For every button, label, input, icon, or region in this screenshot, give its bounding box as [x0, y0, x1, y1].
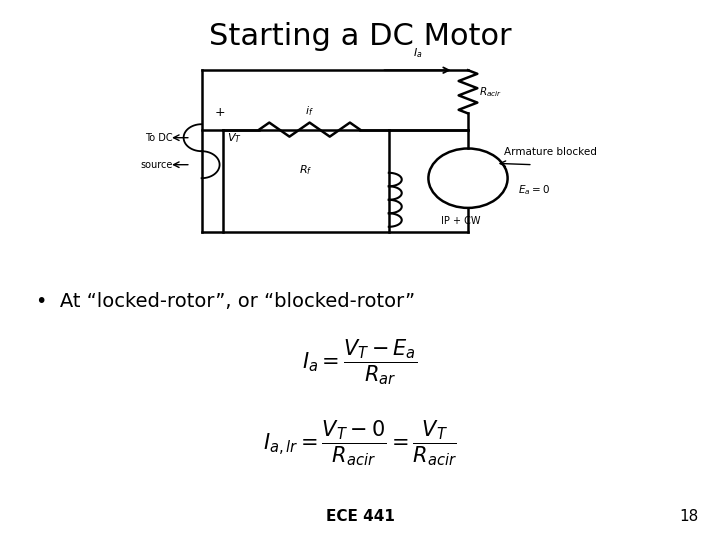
Text: ECE 441: ECE 441 — [325, 509, 395, 524]
Text: To DC: To DC — [145, 133, 173, 143]
Text: $R_f$: $R_f$ — [300, 163, 312, 177]
Text: $I_{a,lr} = \dfrac{V_T - 0}{R_{acir}} = \dfrac{V_T}{R_{acir}}$: $I_{a,lr} = \dfrac{V_T - 0}{R_{acir}} = … — [263, 418, 457, 468]
Text: $V_T$: $V_T$ — [227, 131, 242, 145]
Text: Armature blocked: Armature blocked — [504, 146, 597, 157]
Text: IP + CW: IP + CW — [441, 216, 480, 226]
Text: $I_a = \dfrac{V_T - E_a}{R_{ar}}$: $I_a = \dfrac{V_T - E_a}{R_{ar}}$ — [302, 338, 418, 387]
Text: $R_{acir}$: $R_{acir}$ — [479, 85, 502, 99]
Text: $I_a$: $I_a$ — [413, 46, 423, 60]
Text: •  At “locked-rotor”, or “blocked-rotor”: • At “locked-rotor”, or “blocked-rotor” — [36, 292, 415, 310]
Text: $i_f$: $i_f$ — [305, 104, 314, 118]
Text: Starting a DC Motor: Starting a DC Motor — [209, 22, 511, 51]
Text: +: + — [215, 106, 225, 119]
Text: 18: 18 — [679, 509, 698, 524]
Text: $E_a = 0$: $E_a = 0$ — [518, 184, 550, 198]
Text: source: source — [140, 160, 173, 170]
